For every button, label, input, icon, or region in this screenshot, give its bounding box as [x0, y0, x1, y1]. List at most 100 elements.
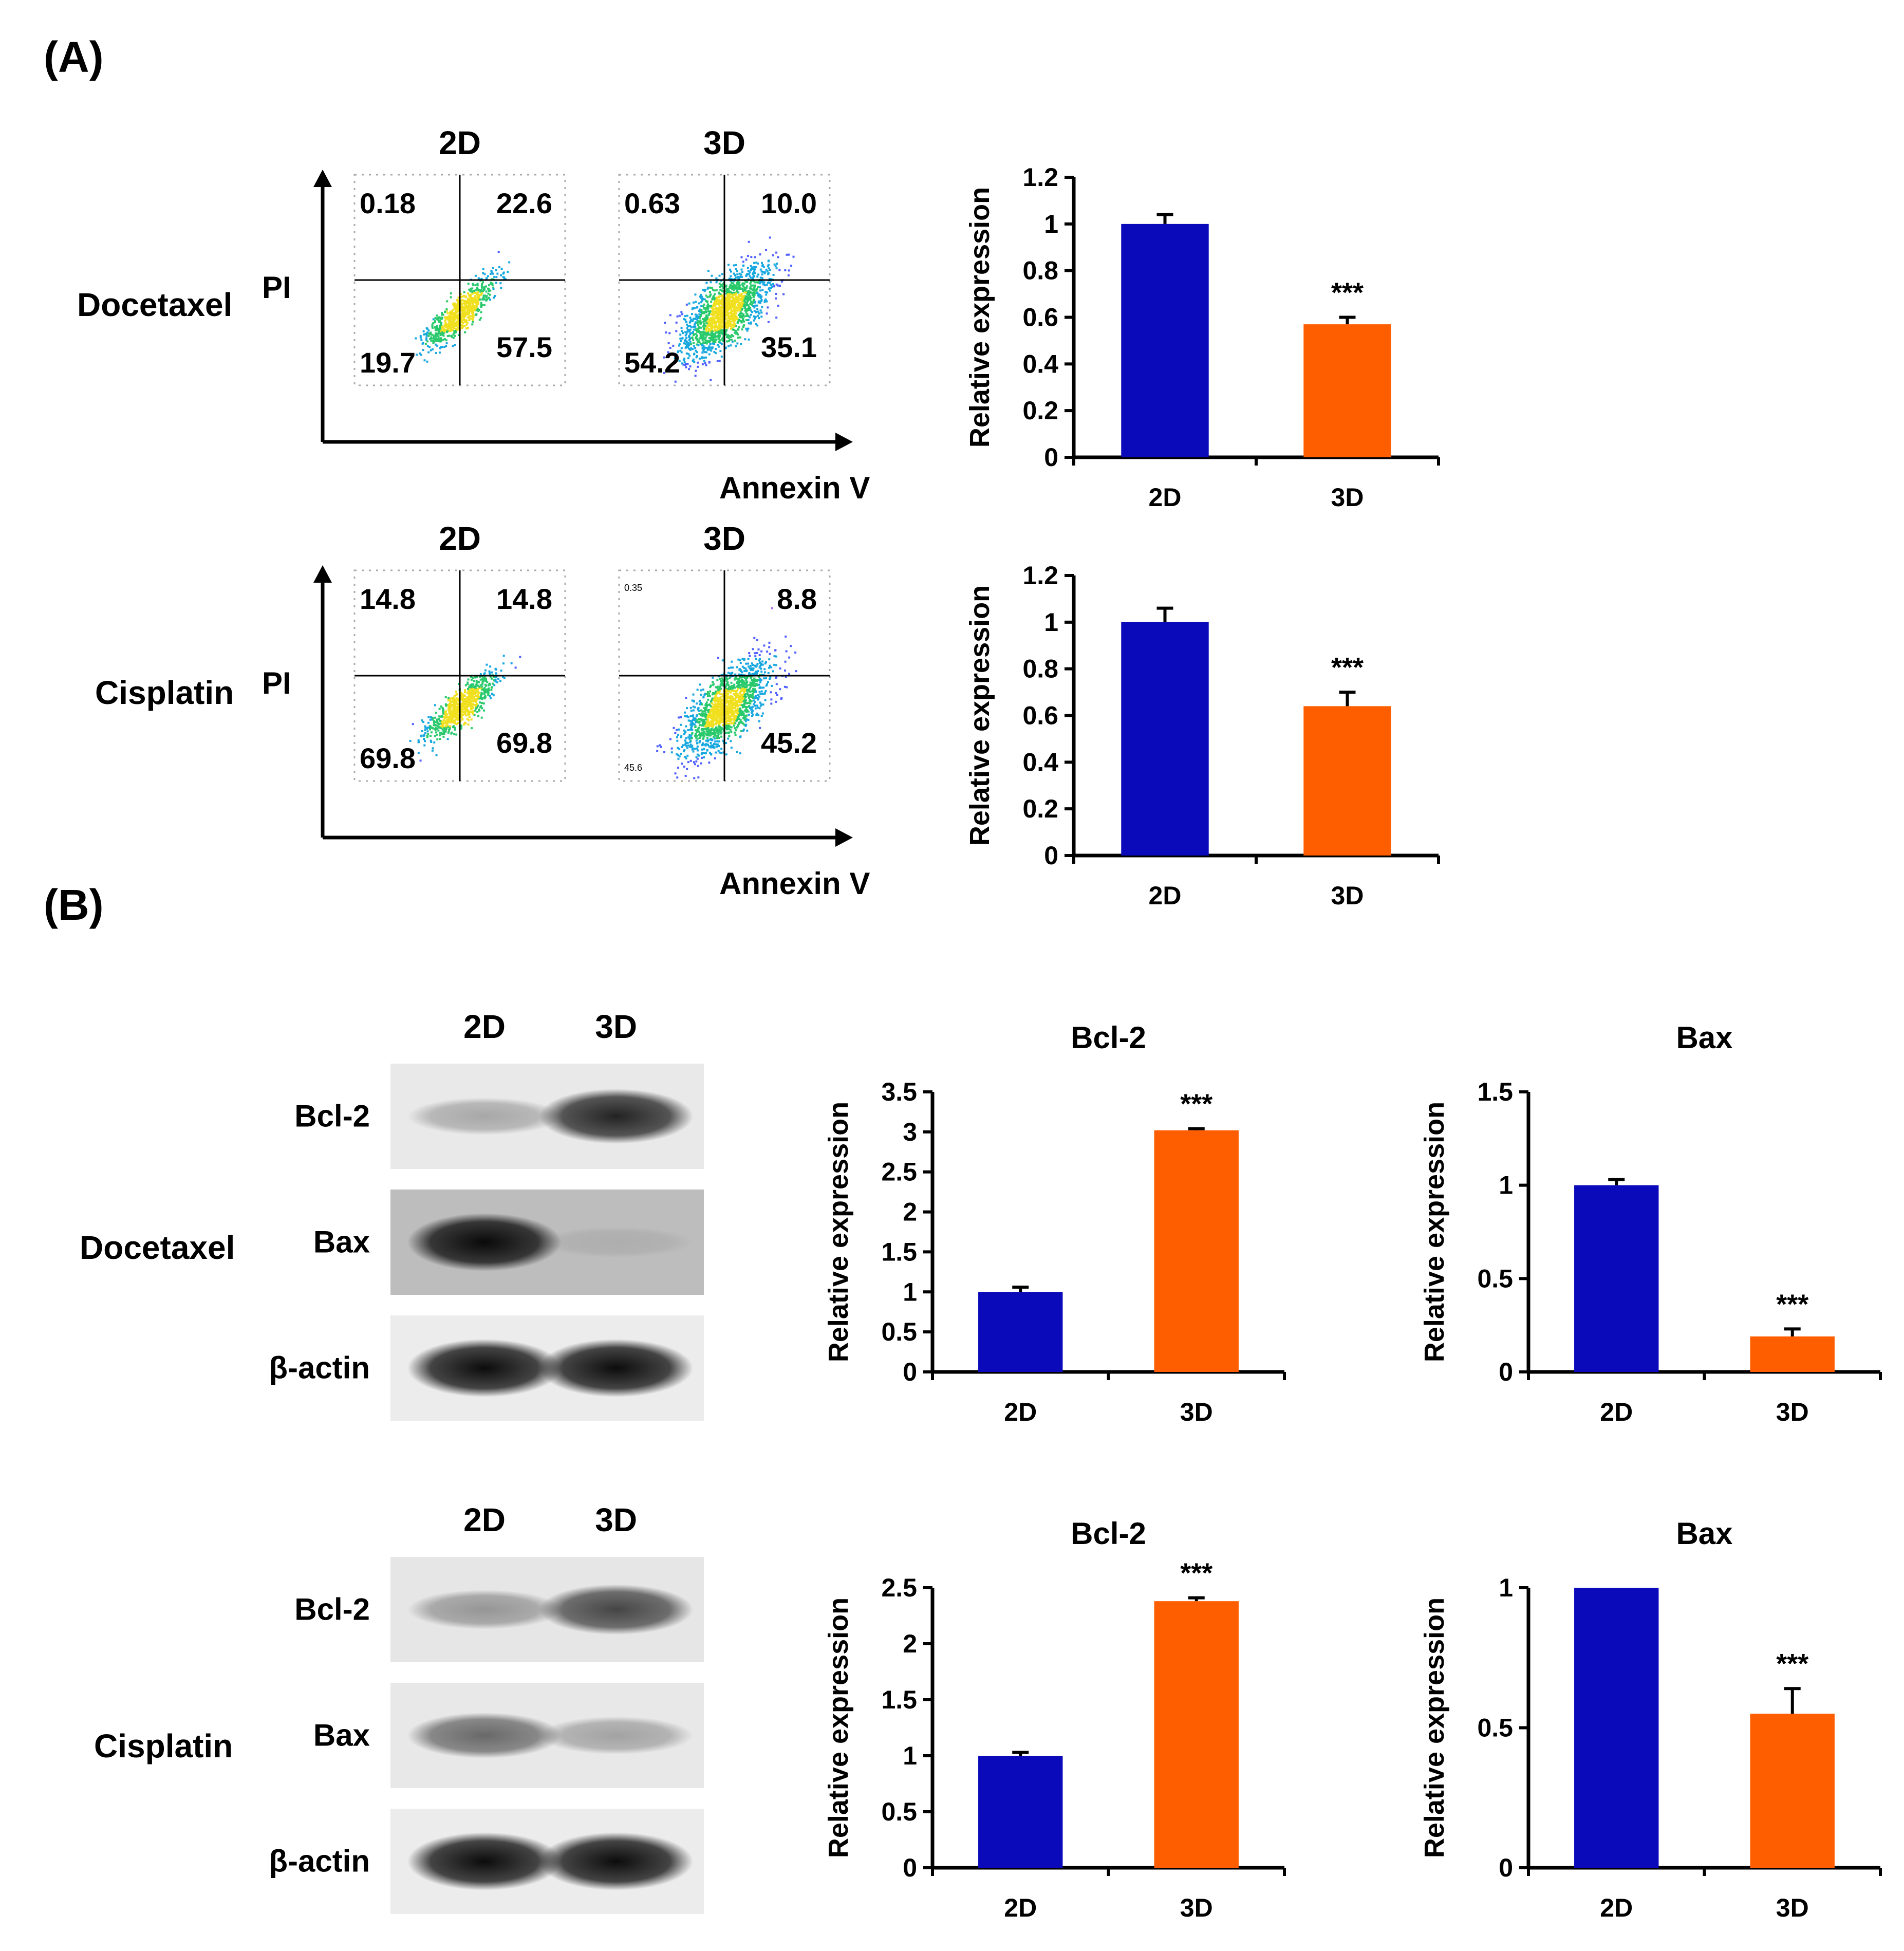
flow-event-dot [468, 701, 470, 703]
flow-event-dot [697, 329, 699, 331]
flow-event-dot [703, 731, 705, 733]
flow-event-dot [441, 721, 444, 723]
flow-event-dot [713, 322, 716, 325]
flow-event-dot [737, 304, 740, 306]
flow-event-dot [462, 698, 465, 701]
flow-event-dot [726, 307, 729, 309]
flow-event-dot [740, 676, 743, 678]
flow-event-dot [695, 736, 697, 739]
significance-marker: *** [1331, 277, 1364, 308]
flow-event-dot [749, 687, 751, 690]
flow-event-dot [683, 358, 685, 361]
flow-event-dot [720, 735, 723, 738]
flow-event-dot [678, 748, 681, 750]
flow-event-dot [712, 716, 715, 718]
flow-event-dot [693, 353, 695, 356]
flow-event-dot [456, 718, 458, 720]
flow-event-dot [709, 711, 712, 713]
flow-event-dot [440, 346, 442, 348]
flow-event-dot [726, 322, 729, 324]
flow-event-dot [455, 322, 457, 324]
bar-3d [1303, 324, 1391, 457]
flow-event-dot [663, 356, 665, 359]
flow-event-dot [453, 721, 456, 724]
flow-event-dot [746, 291, 749, 294]
flow-event-dot [761, 693, 764, 695]
flow-event-dot [698, 337, 701, 340]
flow-event-dot [727, 305, 730, 307]
flow-event-dot [463, 691, 466, 694]
flow-event-dot [726, 319, 729, 322]
y-tick-label: 2.5 [881, 1573, 917, 1602]
flow-event-dot [437, 328, 440, 330]
flow-event-dot [712, 726, 714, 728]
flow-event-dot [435, 721, 437, 723]
flow-event-dot [453, 303, 456, 305]
flow-event-dot [758, 295, 761, 298]
flow-event-dot [739, 683, 741, 686]
flow-event-dot [443, 331, 445, 334]
flow-event-dot [718, 304, 720, 307]
flow-event-dot [735, 264, 737, 266]
flow-event-dot [709, 286, 712, 289]
flow-event-dot [500, 274, 502, 276]
flow-event-dot [687, 357, 689, 360]
flow-event-dot [768, 288, 770, 290]
flow-event-dot [476, 300, 479, 303]
flow-event-dot [480, 692, 483, 694]
flow-event-dot [467, 306, 470, 308]
flow-event-dot [719, 701, 722, 703]
flow-event-dot [768, 666, 770, 669]
flow-event-dot [432, 334, 435, 337]
flow-event-dot [730, 691, 732, 694]
flow-event-dot [489, 289, 492, 292]
flow-event-dot [734, 310, 737, 313]
flow-event-dot [724, 701, 727, 704]
flow-event-dot [667, 342, 670, 344]
flow-event-dot [701, 748, 703, 751]
flow-event-dot [719, 326, 721, 329]
flow-event-dot [788, 656, 791, 659]
flow-event-dot [488, 284, 490, 287]
flow-event-dot [739, 299, 742, 301]
flow-event-dot [722, 699, 724, 701]
flow-event-dot [753, 290, 756, 292]
flow-event-dot [757, 282, 760, 284]
flow-event-dot [472, 311, 475, 313]
flow-event-dot [741, 658, 744, 660]
flow-event-dot [461, 326, 464, 328]
flow-event-dot [686, 715, 688, 717]
flow-event-dot [757, 698, 759, 701]
flow-event-dot [716, 325, 718, 328]
flow-event-dot [760, 262, 763, 264]
flow-event-dot [475, 708, 477, 710]
flow-event-dot [730, 278, 733, 281]
flow-event-dot [763, 677, 766, 680]
flow-event-dot [732, 335, 735, 338]
flow-event-dot [708, 716, 711, 718]
flow-event-dot [705, 327, 707, 330]
flow-event-dot [759, 681, 762, 683]
flow-event-dot [725, 708, 728, 710]
flow-event-dot [755, 714, 758, 716]
flow-event-dot [419, 352, 421, 355]
flow-event-dot [752, 302, 754, 304]
flow-event-dot [469, 716, 471, 718]
flow-event-dot [497, 251, 500, 253]
flow-event-dot [749, 694, 752, 696]
flow-event-dot [457, 319, 459, 321]
flow-event-dot [739, 700, 741, 702]
flow-event-dot [457, 682, 460, 685]
flow-event-dot [751, 669, 754, 672]
flow-event-dot [442, 712, 445, 715]
flow-event-dot [735, 692, 738, 694]
flow-event-dot [470, 693, 473, 696]
flow-event-dot [462, 307, 464, 309]
flow-event-dot [747, 298, 750, 301]
flow-event-dot [725, 340, 728, 343]
flow-event-dot [491, 284, 494, 286]
flow-event-dot [492, 267, 494, 269]
flow-event-dot [683, 749, 686, 751]
flow-event-dot [441, 325, 444, 328]
